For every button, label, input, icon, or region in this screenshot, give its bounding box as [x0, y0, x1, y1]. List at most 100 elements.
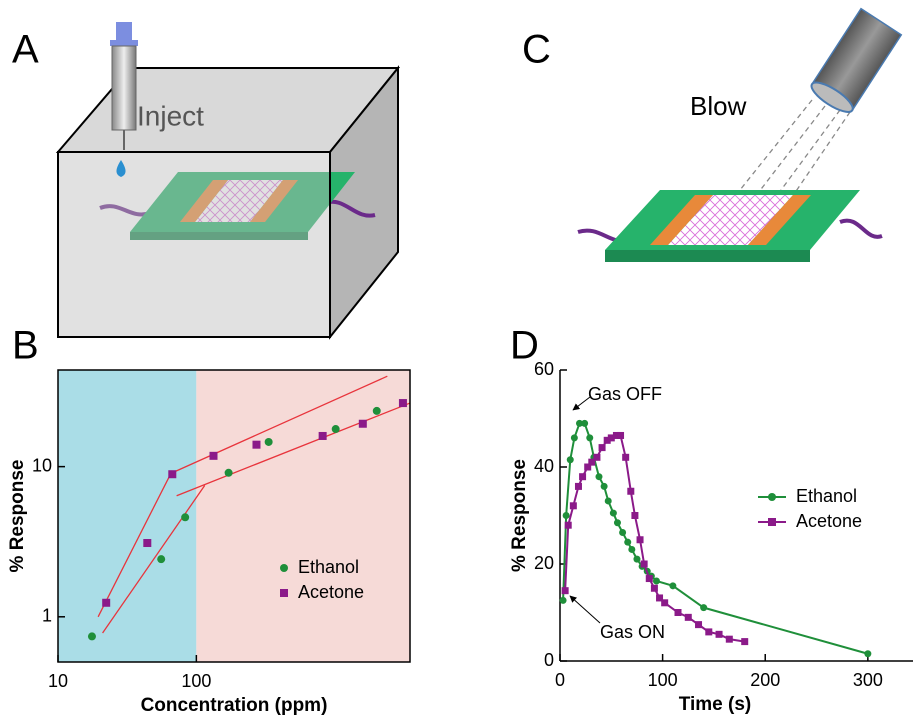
y-tick-label: 40 [534, 456, 554, 476]
panel-label: B [12, 324, 39, 368]
legend-label: Acetone [796, 511, 862, 531]
x-tick-label: 300 [853, 670, 883, 690]
marker [661, 599, 669, 607]
region [196, 370, 410, 662]
x-tick-label: 100 [648, 670, 678, 690]
legend-marker [280, 589, 288, 597]
annotation-arrow [569, 595, 601, 624]
y-axis-label: % Response [7, 460, 28, 573]
marker [593, 453, 601, 461]
marker [636, 536, 644, 544]
marker [143, 539, 152, 548]
marker [600, 482, 608, 490]
marker [398, 399, 407, 408]
x-tick-label: 200 [750, 670, 780, 690]
marker [588, 458, 596, 466]
marker [584, 463, 592, 471]
marker [331, 425, 340, 434]
marker [87, 632, 96, 641]
marker [570, 434, 578, 442]
y-tick-label: 1 [42, 606, 52, 626]
marker [168, 470, 177, 479]
marker [669, 582, 677, 590]
diagram-label: Inject [137, 100, 204, 131]
marker [613, 519, 621, 527]
marker [652, 577, 660, 585]
legend-marker [768, 518, 776, 526]
panel-label: A [12, 28, 39, 72]
marker [209, 451, 218, 460]
annotation-arrow [572, 396, 591, 411]
marker [181, 513, 190, 522]
y-axis-label: % Response [509, 459, 530, 572]
marker [674, 609, 682, 616]
legend-marker [768, 493, 776, 501]
panel-a-diagram [55, 22, 401, 340]
marker [581, 419, 589, 427]
y-tick-label: 60 [534, 359, 554, 379]
marker [224, 468, 233, 477]
marker [564, 521, 572, 529]
marker [617, 431, 625, 439]
marker [102, 598, 111, 607]
marker [372, 406, 381, 415]
panel-c-diagram [577, 7, 903, 262]
marker [695, 621, 703, 629]
series-line [562, 422, 869, 655]
marker [252, 440, 261, 449]
marker [569, 502, 577, 510]
annotation: Gas ON [600, 622, 665, 642]
x-tick-label: 10 [48, 671, 68, 691]
y-tick-label: 10 [32, 455, 52, 475]
marker [656, 594, 664, 602]
marker [607, 434, 615, 442]
marker [358, 419, 367, 428]
fit-line [97, 470, 173, 618]
marker [741, 638, 749, 646]
marker [595, 473, 603, 481]
marker [864, 650, 872, 658]
legend-label: Acetone [298, 582, 364, 602]
marker [579, 473, 587, 481]
marker [631, 512, 639, 519]
region [58, 370, 197, 662]
y-tick-label: 0 [544, 650, 554, 670]
legend-label: Ethanol [796, 486, 857, 506]
x-tick-label: 0 [555, 670, 565, 690]
marker [645, 575, 653, 583]
marker [622, 453, 630, 461]
marker [575, 419, 583, 427]
legend-label: Ethanol [298, 557, 359, 577]
marker [318, 431, 327, 440]
marker [650, 584, 658, 592]
marker [264, 437, 273, 446]
panel-label: C [522, 28, 551, 72]
fit-line [172, 375, 388, 474]
marker [559, 596, 567, 604]
marker [700, 604, 708, 612]
marker [604, 497, 612, 505]
marker [627, 487, 635, 495]
marker [598, 444, 606, 452]
legend-marker [280, 564, 288, 572]
marker [628, 545, 636, 553]
diagram-label: Blow [690, 91, 747, 121]
marker [566, 456, 574, 464]
marker [684, 613, 692, 621]
panel-label: D [510, 324, 539, 368]
marker [561, 587, 569, 595]
y-tick-label: 20 [534, 553, 554, 573]
marker [574, 482, 582, 490]
fit-line [102, 485, 206, 634]
marker [157, 555, 166, 564]
marker [586, 434, 594, 442]
marker [640, 560, 648, 568]
x-axis-label: Concentration (ppm) [141, 695, 328, 716]
marker [624, 538, 632, 546]
marker [619, 528, 627, 536]
marker [705, 628, 713, 636]
plot-frame [57, 369, 411, 663]
marker [603, 436, 611, 444]
marker [612, 431, 620, 439]
